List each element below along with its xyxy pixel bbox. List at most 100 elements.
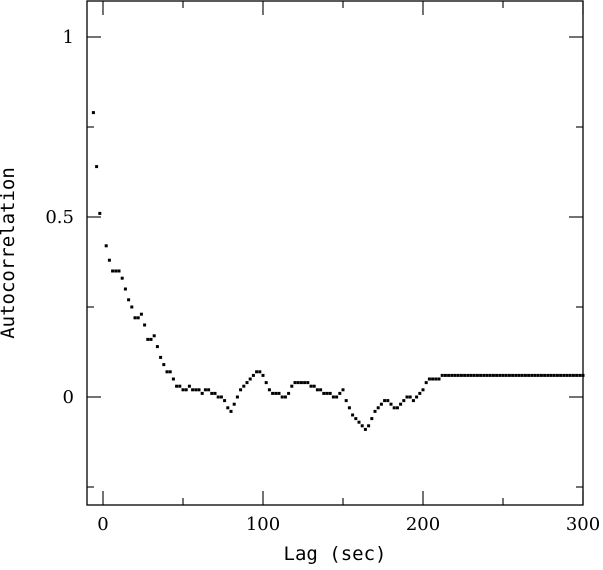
data-point (440, 373, 444, 377)
data-point (376, 406, 380, 410)
data-point (242, 384, 246, 388)
data-point (363, 427, 367, 431)
data-point (293, 381, 297, 385)
data-point (143, 323, 147, 327)
data-point (325, 391, 329, 395)
data-point (98, 211, 102, 215)
data-point (424, 381, 428, 385)
data-point (482, 373, 486, 377)
data-point (453, 373, 457, 377)
data-point (383, 399, 387, 403)
data-point (271, 391, 275, 395)
data-point (559, 373, 563, 377)
data-point (501, 373, 505, 377)
data-point (562, 373, 566, 377)
data-point (255, 370, 259, 374)
data-point (136, 316, 140, 320)
data-point (258, 370, 262, 374)
data-point (536, 373, 540, 377)
data-point (239, 388, 243, 392)
data-point (210, 391, 214, 395)
data-point (485, 373, 489, 377)
data-point (469, 373, 473, 377)
data-point (207, 388, 211, 392)
data-point (354, 417, 358, 421)
data-point (178, 384, 182, 388)
data-point (107, 258, 111, 262)
data-point (456, 373, 460, 377)
data-point (402, 399, 406, 403)
data-points (91, 111, 585, 431)
x-tick-label: 300 (566, 514, 600, 535)
data-point (127, 298, 131, 302)
data-point (328, 391, 332, 395)
data-point (463, 373, 467, 377)
y-axis-title: Autocorrelation (0, 167, 19, 339)
data-point (437, 377, 441, 381)
data-point (280, 395, 284, 399)
data-point (95, 165, 99, 169)
data-point (159, 355, 163, 359)
data-point (511, 373, 515, 377)
data-point (91, 111, 95, 115)
data-point (120, 276, 124, 280)
data-point (395, 406, 399, 410)
data-point (165, 370, 169, 374)
data-point (187, 384, 191, 388)
data-point (155, 345, 159, 349)
data-point (152, 334, 156, 338)
data-point (549, 373, 553, 377)
data-point (226, 406, 230, 410)
data-point (315, 388, 319, 392)
data-point (373, 409, 377, 413)
data-point (389, 402, 393, 406)
data-point (104, 244, 108, 248)
data-point (552, 373, 556, 377)
data-point (139, 312, 143, 316)
plot-frame (86, 0, 584, 506)
data-point (111, 269, 115, 273)
data-point (431, 377, 435, 381)
data-point (514, 373, 518, 377)
data-point (319, 388, 323, 392)
data-point (533, 373, 537, 377)
data-point (386, 399, 390, 403)
data-point (491, 373, 495, 377)
data-point (306, 381, 310, 385)
data-point (283, 395, 287, 399)
data-point (245, 381, 249, 385)
data-point (555, 373, 559, 377)
data-point (411, 399, 415, 403)
data-point (331, 395, 335, 399)
x-tick-label: 100 (246, 514, 280, 535)
data-point (421, 388, 425, 392)
data-point (367, 424, 371, 428)
data-point (447, 373, 451, 377)
data-point (347, 406, 351, 410)
data-point (232, 402, 236, 406)
data-point (517, 373, 521, 377)
data-point (523, 373, 527, 377)
x-tick-label: 0 (97, 514, 108, 535)
data-point (191, 388, 195, 392)
y-tick-label: 1 (63, 27, 74, 48)
data-point (530, 373, 534, 377)
data-point (219, 395, 223, 399)
data-point (197, 388, 201, 392)
data-point (184, 388, 188, 392)
data-point (312, 384, 316, 388)
data-point (251, 373, 255, 377)
data-point (357, 420, 361, 424)
data-point (568, 373, 572, 377)
data-point (287, 391, 291, 395)
y-tick-label: 0.5 (45, 207, 74, 228)
data-point (303, 381, 307, 385)
data-point (488, 373, 492, 377)
data-point (565, 373, 569, 377)
axis-tick-labels: 0 100 200 300 0 0.5 1 (45, 27, 600, 535)
data-point (216, 395, 220, 399)
data-point (507, 373, 511, 377)
data-point (434, 377, 438, 381)
data-point (229, 409, 233, 413)
data-point (235, 395, 239, 399)
